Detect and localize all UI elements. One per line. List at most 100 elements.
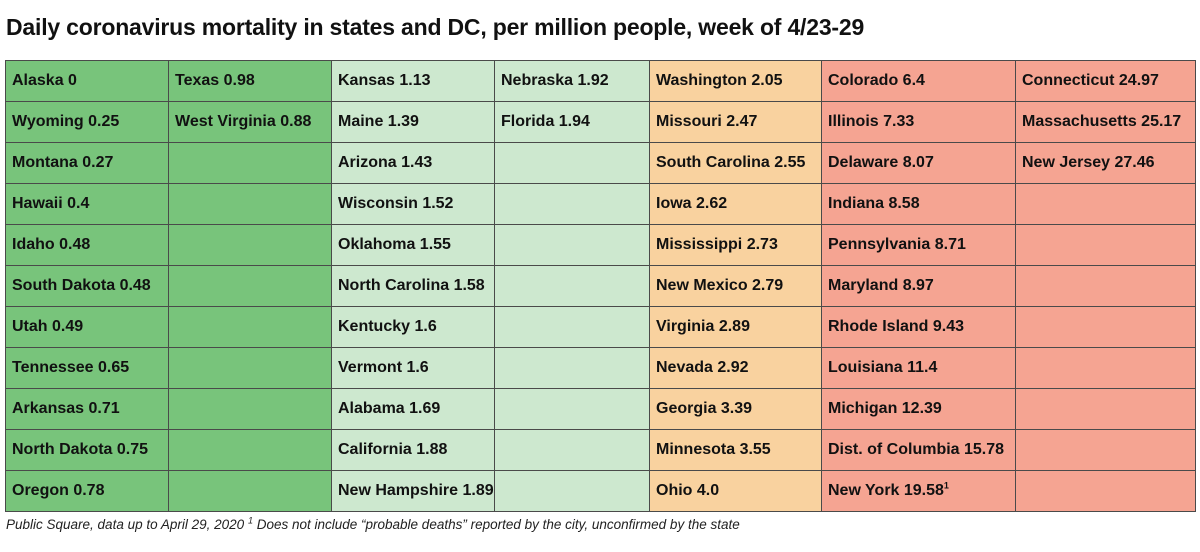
table-row: Tennessee 0.65 Vermont 1.6 Nevada 2.92 Loui… — [5, 347, 1196, 389]
table-row: Utah 0.49 Kentucky 1.6 Virginia 2.89 Rhode … — [5, 306, 1196, 348]
state-cell: Georgia 3.39 — [649, 388, 822, 430]
state-cell: Massachusetts 25.17 — [1015, 101, 1196, 143]
state-label: North Carolina 1.58 — [338, 277, 485, 294]
table-row: South Dakota 0.48 North Carolina 1.58 New … — [5, 265, 1196, 307]
state-label: Washington 2.05 — [656, 72, 783, 89]
state-label: New York 19.58 — [828, 482, 944, 499]
state-cell: Wyoming 0.25 — [5, 101, 169, 143]
state-label: Minnesota 3.55 — [656, 441, 771, 458]
state-label: Delaware 8.07 — [828, 154, 934, 171]
state-cell: Hawaii 0.4 — [5, 183, 169, 225]
table-body: Alaska 0 Texas 0.98 Kansas 1.13 Nebraska 1.… — [5, 60, 1196, 512]
state-label: Oregon 0.78 — [12, 482, 105, 499]
state-cell: New York 19.581 — [821, 470, 1016, 512]
state-label: New Jersey 27.46 — [1022, 154, 1155, 171]
state-label: Missouri 2.47 — [656, 113, 758, 130]
state-cell: West Virginia 0.88 — [168, 101, 332, 143]
state-label: Vermont 1.6 — [338, 359, 429, 376]
empty-cell — [168, 470, 332, 512]
state-label: Utah 0.49 — [12, 318, 84, 335]
table-row: Montana 0.27 Arizona 1.43 South Carolina 2… — [5, 142, 1196, 184]
empty-cell — [1015, 183, 1196, 225]
empty-cell — [1015, 265, 1196, 307]
empty-cell — [168, 347, 332, 389]
empty-cell — [168, 142, 332, 184]
state-cell: Texas 0.98 — [168, 60, 332, 102]
state-cell: Oklahoma 1.55 — [331, 224, 495, 266]
state-cell: California 1.88 — [331, 429, 495, 471]
state-cell: South Dakota 0.48 — [5, 265, 169, 307]
state-cell: Nevada 2.92 — [649, 347, 822, 389]
state-cell: Minnesota 3.55 — [649, 429, 822, 471]
state-cell: Alaska 0 — [5, 60, 169, 102]
state-cell: Utah 0.49 — [5, 306, 169, 348]
state-label: South Dakota 0.48 — [12, 277, 151, 294]
mortality-table: Alaska 0 Texas 0.98 Kansas 1.13 Nebraska 1.… — [5, 60, 1196, 512]
state-cell: Tennessee 0.65 — [5, 347, 169, 389]
state-label: South Carolina 2.55 — [656, 154, 806, 171]
state-cell: South Carolina 2.55 — [649, 142, 822, 184]
state-label: California 1.88 — [338, 441, 448, 458]
empty-cell — [494, 265, 650, 307]
state-label: Iowa 2.62 — [656, 195, 728, 212]
footnote-marker: 1 — [247, 515, 253, 526]
state-label: Indiana 8.58 — [828, 195, 920, 212]
state-cell: Mississippi 2.73 — [649, 224, 822, 266]
state-cell: Connecticut 24.97 — [1015, 60, 1196, 102]
state-cell: Delaware 8.07 — [821, 142, 1016, 184]
state-label: Tennessee 0.65 — [12, 359, 130, 376]
state-cell: New Mexico 2.79 — [649, 265, 822, 307]
table-row: Alaska 0 Texas 0.98 Kansas 1.13 Nebraska 1.… — [5, 60, 1196, 102]
state-cell: Alabama 1.69 — [331, 388, 495, 430]
empty-cell — [494, 347, 650, 389]
state-cell: Louisiana 11.4 — [821, 347, 1016, 389]
state-label: Kansas 1.13 — [338, 72, 431, 89]
state-label: Connecticut 24.97 — [1022, 72, 1159, 89]
table-row: North Dakota 0.75 California 1.88 Minnesot… — [5, 429, 1196, 471]
state-cell: Indiana 8.58 — [821, 183, 1016, 225]
state-cell: Iowa 2.62 — [649, 183, 822, 225]
state-cell: Kentucky 1.6 — [331, 306, 495, 348]
state-label: Colorado 6.4 — [828, 72, 925, 89]
state-cell: New Hampshire 1.89 — [331, 470, 495, 512]
state-label: New Mexico 2.79 — [656, 277, 784, 294]
empty-cell — [168, 388, 332, 430]
table-row: Arkansas 0.71 Alabama 1.69 Georgia 3.39 Mic… — [5, 388, 1196, 430]
state-label: Michigan 12.39 — [828, 400, 942, 417]
empty-cell — [1015, 470, 1196, 512]
state-cell: Arizona 1.43 — [331, 142, 495, 184]
state-label: Arizona 1.43 — [338, 154, 433, 171]
state-label: Dist. of Columbia 15.78 — [828, 441, 1005, 458]
state-cell: Nebraska 1.92 — [494, 60, 650, 102]
state-cell: Ohio 4.0 — [649, 470, 822, 512]
table-row: Hawaii 0.4 Wisconsin 1.52 Iowa 2.62 Indiana… — [5, 183, 1196, 225]
empty-cell — [494, 470, 650, 512]
state-label: Wyoming 0.25 — [12, 113, 120, 130]
state-label: Nevada 2.92 — [656, 359, 749, 376]
state-label: Rhode Island 9.43 — [828, 318, 965, 335]
table-row: Oregon 0.78 New Hampshire 1.89 Ohio 4.0 New… — [5, 470, 1196, 512]
state-label: Texas 0.98 — [175, 72, 255, 89]
state-label: Alabama 1.69 — [338, 400, 441, 417]
state-cell: Rhode Island 9.43 — [821, 306, 1016, 348]
state-cell: Illinois 7.33 — [821, 101, 1016, 143]
state-label: Maryland 8.97 — [828, 277, 934, 294]
empty-cell — [494, 306, 650, 348]
state-label: North Dakota 0.75 — [12, 441, 149, 458]
empty-cell — [494, 388, 650, 430]
state-cell: New Jersey 27.46 — [1015, 142, 1196, 184]
state-label: Arkansas 0.71 — [12, 400, 120, 417]
empty-cell — [168, 306, 332, 348]
state-cell: Wisconsin 1.52 — [331, 183, 495, 225]
state-label: Idaho 0.48 — [12, 236, 91, 253]
empty-cell — [494, 183, 650, 225]
empty-cell — [168, 429, 332, 471]
state-label: Massachusetts 25.17 — [1022, 113, 1182, 130]
empty-cell — [1015, 388, 1196, 430]
state-label: Ohio 4.0 — [656, 482, 720, 499]
empty-cell — [494, 429, 650, 471]
state-cell: Maine 1.39 — [331, 101, 495, 143]
footnote: Public Square, data up to April 29, 2020… — [6, 515, 740, 532]
state-cell: Pennsylvania 8.71 — [821, 224, 1016, 266]
empty-cell — [1015, 306, 1196, 348]
